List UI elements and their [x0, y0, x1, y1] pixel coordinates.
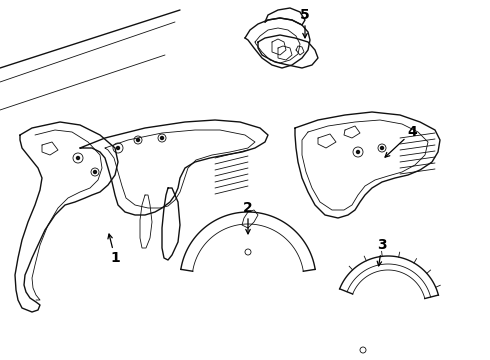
Text: 2: 2	[243, 201, 253, 215]
Circle shape	[381, 147, 384, 149]
Circle shape	[357, 150, 360, 153]
Text: 4: 4	[407, 125, 417, 139]
Circle shape	[94, 171, 97, 174]
Text: 5: 5	[300, 8, 310, 22]
Text: 1: 1	[110, 251, 120, 265]
Circle shape	[161, 136, 164, 139]
Circle shape	[137, 139, 140, 141]
Text: 3: 3	[377, 238, 387, 252]
Circle shape	[117, 147, 120, 149]
Circle shape	[76, 157, 79, 159]
